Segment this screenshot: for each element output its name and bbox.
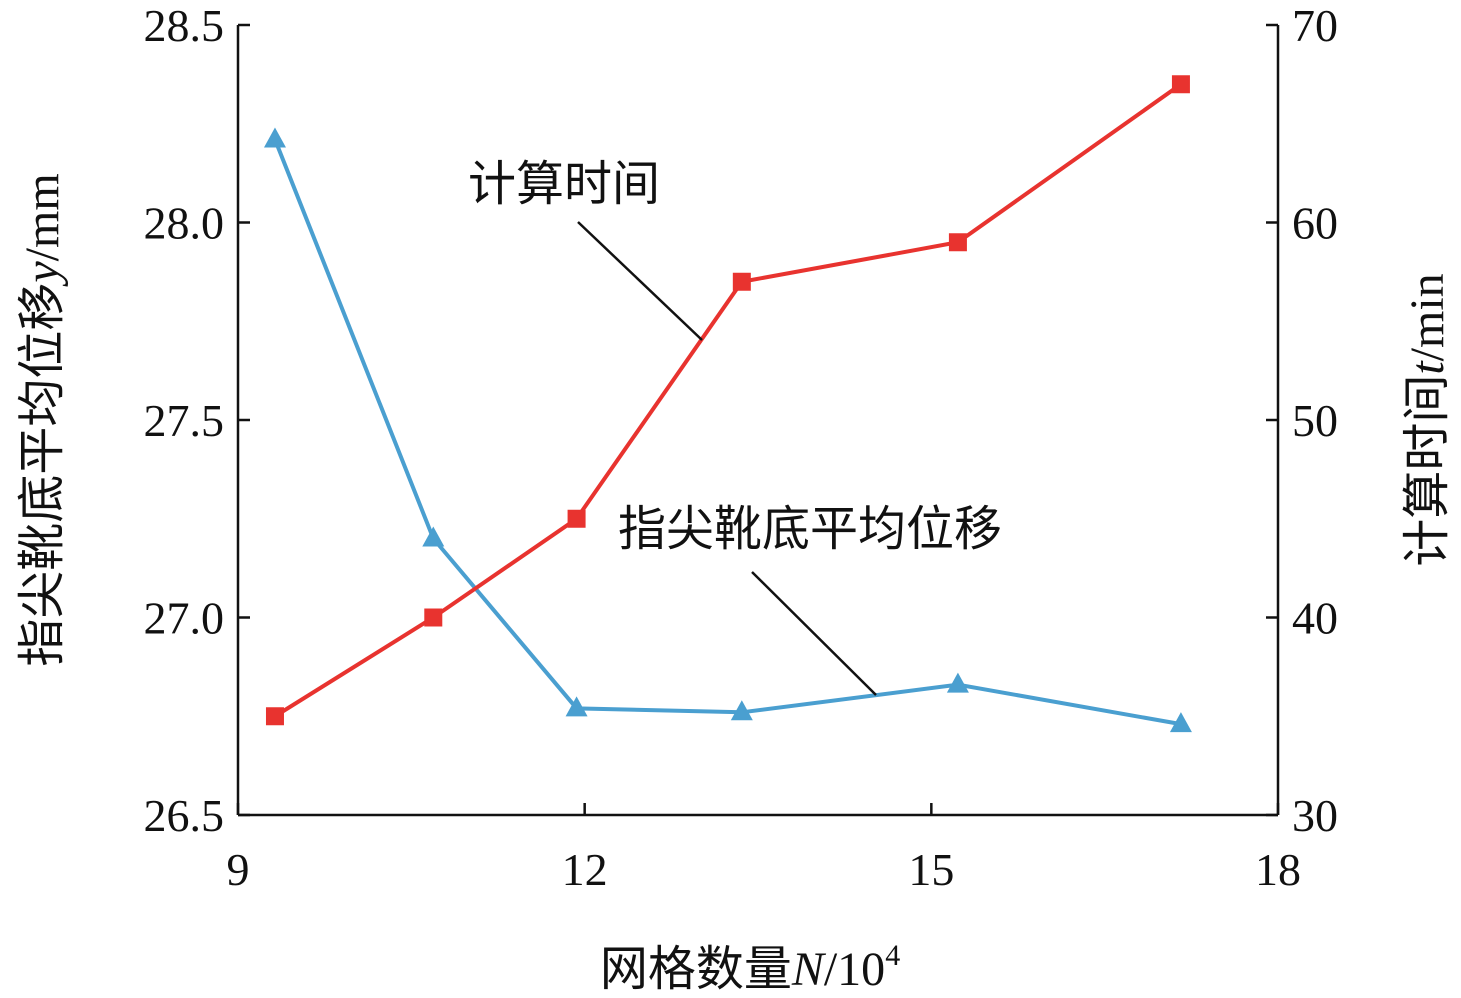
data-point-triangle (1169, 712, 1192, 733)
data-point-triangle (263, 127, 286, 148)
data-point-square (1171, 75, 1190, 94)
x-tick-label: 15 (908, 844, 954, 895)
data-point-triangle (730, 700, 753, 721)
y-right-tick-label: 30 (1292, 790, 1338, 841)
y-left-axis-label-unit: /mm (16, 173, 69, 261)
data-point-square (948, 233, 967, 252)
y-left-tick-label: 28.0 (144, 198, 225, 249)
y-left-tick-label: 28.5 (144, 0, 225, 51)
y-left-tick-label: 27.0 (144, 593, 225, 644)
annotation-compute-time: 计算时间 (468, 158, 660, 211)
y-right-axis-label-unit: /min (1401, 273, 1454, 361)
y-left-axis-label-var: y (16, 261, 69, 288)
y-right-tick-label: 70 (1292, 0, 1338, 51)
data-point-triangle (946, 672, 969, 693)
x-tick-label: 18 (1255, 844, 1301, 895)
series-group (263, 75, 1192, 733)
y-left-axis-label: 指尖靴底平均位移y/mm (16, 173, 69, 666)
x-axis-label-main: 网格数量 (600, 943, 792, 996)
y-right-axis-label-main: 计算时间 (1401, 375, 1454, 567)
series-line-1 (273, 82, 1183, 718)
y-right-tick-label: 40 (1292, 593, 1338, 644)
x-axis-label: 网格数量N/104 (600, 939, 900, 996)
data-point-triangle (565, 696, 588, 717)
y-right-tick-label: 50 (1292, 395, 1338, 446)
data-point-square (424, 608, 443, 627)
annotation-displacement: 指尖靴底平均位移 (618, 503, 1002, 556)
y-left-tick-label: 26.5 (144, 790, 225, 841)
y-left-tick-label: 27.5 (144, 395, 225, 446)
y-right-axis-label: 计算时间t/min (1401, 273, 1454, 566)
y-left-axis-label-main: 指尖靴底平均位移 (16, 283, 69, 667)
y-right-tick-label: 60 (1292, 198, 1338, 249)
data-point-square (732, 272, 751, 291)
x-axis-label-sup: 4 (885, 939, 900, 972)
data-point-square (567, 509, 586, 528)
annotation-compute-time-leader (577, 221, 703, 341)
data-point-square (265, 707, 284, 726)
axes: 9 12 15 18 26.5 27.0 27.5 28.0 28.5 30 40 50 60 70 (144, 0, 1339, 895)
x-tick-label: 9 (227, 844, 250, 895)
series-line-0 (273, 138, 1182, 727)
x-axis-label-var: N (791, 943, 827, 996)
y-right-axis-label-var: t (1401, 360, 1454, 375)
x-axis-label-unit: /10 (824, 943, 885, 996)
annotation-displacement-leader (751, 571, 877, 696)
x-tick-label: 12 (562, 844, 608, 895)
data-point-triangle (422, 526, 445, 547)
